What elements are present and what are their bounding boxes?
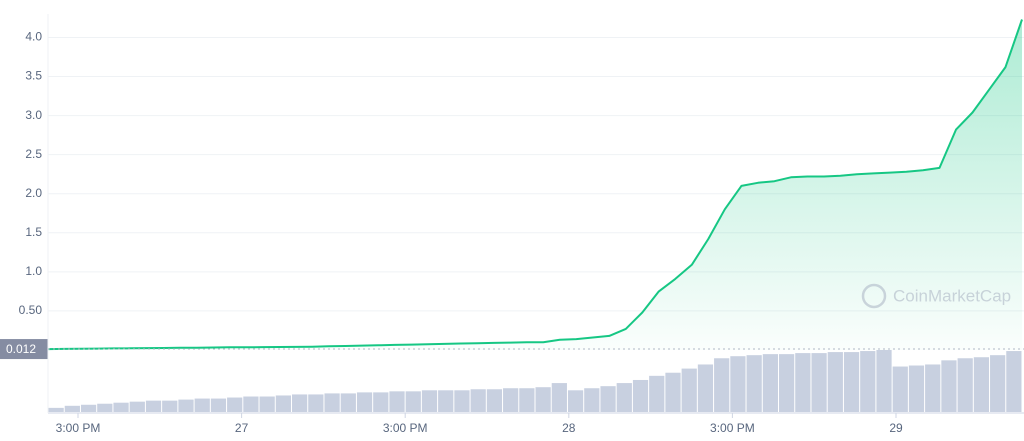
x-tick-label: 29 bbox=[889, 421, 903, 435]
volume-bar bbox=[340, 393, 356, 412]
volume-bar bbox=[535, 387, 551, 412]
volume-bar bbox=[519, 388, 535, 412]
volume-bar bbox=[714, 358, 730, 412]
plot bbox=[47, 19, 1023, 351]
volume-bar bbox=[145, 400, 162, 412]
volume-bar bbox=[876, 350, 892, 412]
volume-bar bbox=[503, 388, 519, 412]
volume-bar bbox=[600, 386, 616, 412]
x-tick-label: 27 bbox=[235, 421, 249, 435]
volume-bar bbox=[762, 354, 778, 412]
volume-bar bbox=[438, 390, 454, 412]
volume-bar bbox=[210, 398, 227, 412]
volume-bar bbox=[1006, 351, 1022, 412]
volume-bar bbox=[957, 358, 973, 412]
price-marker-box bbox=[0, 339, 48, 360]
y-tick-label: 4.0 bbox=[25, 30, 42, 44]
volume-bar bbox=[632, 379, 649, 412]
volume-bar bbox=[373, 392, 389, 412]
volume-bar bbox=[616, 383, 632, 412]
price-line bbox=[47, 19, 1023, 351]
volume-bar bbox=[405, 391, 421, 412]
grid bbox=[48, 36, 1024, 312]
volume-bar bbox=[827, 352, 843, 412]
volume-bar bbox=[292, 394, 308, 412]
volume-bar bbox=[697, 364, 714, 412]
volume-bar bbox=[162, 400, 178, 412]
volume-bar bbox=[795, 353, 811, 412]
y-tick-label: 1.0 bbox=[25, 264, 42, 278]
y-tick-label: 3.0 bbox=[25, 108, 42, 122]
volume-bar bbox=[649, 375, 665, 412]
volume-bar bbox=[113, 402, 129, 412]
volume-bar bbox=[243, 396, 259, 412]
volume-bar bbox=[860, 351, 876, 412]
volume-bar bbox=[941, 360, 957, 412]
volume-bar bbox=[990, 355, 1006, 412]
volume-bar bbox=[892, 366, 908, 412]
volume-bar bbox=[681, 368, 697, 412]
y-tick-label: 3.5 bbox=[25, 69, 42, 83]
watermark-text: CoinMarketCap bbox=[893, 286, 1011, 305]
x-tick-label: 3:00 PM bbox=[56, 421, 101, 435]
volume-bar bbox=[421, 390, 438, 412]
volume-bar bbox=[730, 356, 746, 412]
volume-bar bbox=[80, 404, 97, 412]
volume-bar bbox=[470, 389, 486, 412]
volume-bar bbox=[925, 364, 941, 412]
volume-bar bbox=[584, 388, 600, 412]
volume-bar bbox=[227, 397, 243, 412]
volume-bar bbox=[454, 390, 470, 412]
y-tick-label: 0.50 bbox=[19, 303, 43, 317]
x-tick-label: 28 bbox=[562, 421, 576, 435]
volume-bar bbox=[194, 398, 210, 412]
volume-bar bbox=[259, 396, 275, 412]
y-tick-label: 2.5 bbox=[25, 147, 42, 161]
volume-bar bbox=[973, 357, 990, 412]
watermark-logo bbox=[861, 283, 887, 309]
volume-bars bbox=[48, 350, 1022, 412]
volume-bar bbox=[486, 389, 503, 412]
y-tick-label: 1.5 bbox=[25, 225, 42, 239]
volume-bar bbox=[843, 352, 860, 412]
volume-bar bbox=[178, 399, 194, 412]
x-tick-label: 3:00 PM bbox=[710, 421, 755, 435]
x-tick-label: 3:00 PM bbox=[383, 421, 428, 435]
price-marker-label: 0.012 bbox=[6, 342, 36, 356]
volume-bar bbox=[324, 393, 340, 412]
volume-bar bbox=[275, 395, 291, 412]
volume-bar bbox=[567, 390, 584, 412]
volume-bar bbox=[389, 391, 405, 412]
volume-bar bbox=[356, 392, 373, 412]
axes: 0.50 1.0 1.5 2.0 2.5 3.0 3.5 4.0 0.012 3:00 PM 27 3… bbox=[0, 14, 1024, 435]
volume-bar bbox=[64, 405, 80, 412]
volume-bar bbox=[97, 403, 113, 412]
watermark: CoinMarketCap bbox=[861, 283, 1011, 309]
volume-bar bbox=[779, 354, 795, 412]
volume-bar bbox=[811, 353, 827, 412]
volume-bar bbox=[551, 383, 567, 412]
volume-bar bbox=[665, 372, 681, 412]
volume-bar bbox=[48, 407, 64, 412]
volume-bar bbox=[746, 355, 762, 412]
price-area bbox=[48, 19, 1022, 350]
volume-bar bbox=[129, 401, 145, 412]
volume-bar bbox=[308, 394, 324, 412]
y-tick-label: 2.0 bbox=[25, 186, 42, 200]
volume-bar bbox=[908, 365, 925, 412]
